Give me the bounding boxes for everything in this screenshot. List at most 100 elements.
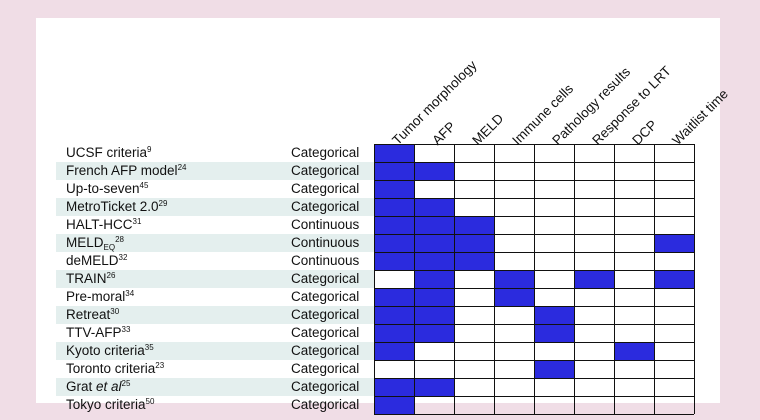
matrix-cell-empty	[534, 162, 574, 180]
row-name-italic: et al	[96, 379, 122, 394]
row-reference: 30	[110, 307, 120, 316]
grid-line-vertical	[373, 144, 375, 414]
row-name: Grat et al25	[66, 378, 130, 396]
matrix-cell-empty	[454, 342, 494, 360]
matrix-cell-filled	[374, 234, 414, 252]
row-reference: 24	[177, 163, 187, 172]
row-name: MetroTicket 2.029	[66, 198, 167, 216]
matrix-cell-empty	[534, 216, 574, 234]
matrix-cell-filled	[494, 270, 534, 288]
matrix-cell-filled	[414, 234, 454, 252]
matrix-cell-empty	[574, 162, 614, 180]
matrix-cell-empty	[454, 180, 494, 198]
row-band-shade	[56, 306, 374, 324]
matrix-cell-empty	[494, 360, 534, 378]
row-name: HALT-HCC31	[66, 216, 141, 234]
grid-line-vertical	[413, 144, 415, 414]
matrix-cell-filled	[414, 162, 454, 180]
matrix-cell-empty	[494, 162, 534, 180]
matrix-cell-empty	[534, 270, 574, 288]
matrix-cell-empty	[614, 306, 654, 324]
figure-panel: UCSF criteria9 Categorical French AFP mode…	[36, 18, 731, 415]
row-name-text: Tokyo criteria	[66, 397, 146, 412]
row-type: Categorical	[291, 307, 360, 322]
matrix-cell-empty	[614, 270, 654, 288]
matrix-cell-filled	[494, 288, 534, 306]
matrix-cell-empty	[614, 198, 654, 216]
row-type: Categorical	[291, 163, 360, 178]
matrix-cell-empty	[494, 180, 534, 198]
row-name-text: UCSF criteria	[66, 145, 148, 160]
matrix-cell-empty	[534, 144, 574, 162]
row-type: Categorical	[291, 271, 360, 286]
matrix-cell-filled	[414, 252, 454, 270]
matrix-cell-empty	[574, 342, 614, 360]
matrix-cell-empty	[614, 396, 654, 414]
matrix-cell-filled	[534, 360, 574, 378]
matrix-cell-empty	[414, 396, 454, 414]
matrix-cell-filled	[454, 216, 494, 234]
matrix-cell-empty	[574, 288, 614, 306]
matrix-cell-empty	[574, 360, 614, 378]
matrix-cell-empty	[614, 378, 654, 396]
row-name: deMELD32	[66, 252, 127, 270]
matrix-cell-filled	[374, 378, 414, 396]
matrix-cell-empty	[654, 252, 694, 270]
row-name-subscript: EQ	[103, 243, 116, 252]
row-type: Categorical	[291, 325, 360, 340]
row-type: Categorical	[291, 181, 360, 196]
matrix-cell-empty	[374, 360, 414, 378]
row-name-text: TRAIN	[66, 271, 107, 286]
matrix-cell-filled	[374, 144, 414, 162]
matrix-cell-filled	[454, 234, 494, 252]
matrix-cell-empty	[494, 378, 534, 396]
column-header: Waitlist time	[669, 86, 731, 148]
matrix-cell-filled	[374, 342, 414, 360]
matrix-cell-filled	[374, 288, 414, 306]
row-name-text: HALT-HCC	[66, 217, 133, 232]
row-band-shade	[56, 378, 374, 396]
matrix-cell-filled	[414, 270, 454, 288]
row-type: Categorical	[291, 361, 360, 376]
row-reference: 26	[106, 271, 116, 280]
row-type: Categorical	[291, 289, 360, 304]
matrix-cell-filled	[654, 270, 694, 288]
row-name: UCSF criteria9	[66, 144, 151, 162]
matrix-cell-filled	[414, 306, 454, 324]
row-name: TTV-AFP33	[66, 324, 130, 342]
row-reference: 29	[158, 199, 168, 208]
matrix-cell-empty	[654, 306, 694, 324]
row-name: French AFP model24	[66, 162, 186, 180]
row-band-shade	[56, 198, 374, 216]
matrix-cell-empty	[654, 180, 694, 198]
matrix-cell-empty	[614, 252, 654, 270]
matrix-cell-empty	[414, 360, 454, 378]
matrix-cell-empty	[614, 216, 654, 234]
row-reference: 25	[121, 379, 131, 388]
matrix-cell-empty	[454, 396, 494, 414]
matrix-cell-empty	[534, 378, 574, 396]
matrix-cell-empty	[414, 144, 454, 162]
matrix-cell-filled	[414, 198, 454, 216]
row-reference: 34	[125, 289, 135, 298]
row-name-text: Grat	[66, 379, 97, 394]
row-name: Pre-moral34	[66, 288, 134, 306]
matrix-cell-filled	[374, 324, 414, 342]
matrix-cell-empty	[454, 270, 494, 288]
row-type: Categorical	[291, 343, 360, 358]
row-type: Categorical	[291, 145, 360, 160]
grid-line-vertical	[493, 144, 495, 414]
grid-line-vertical	[453, 144, 455, 414]
row-reference: 35	[144, 343, 154, 352]
grid-line-vertical	[693, 144, 695, 414]
matrix-cell-empty	[534, 198, 574, 216]
row-name: Kyoto criteria35	[66, 342, 154, 360]
matrix-cell-empty	[494, 252, 534, 270]
row-name-text: TTV-AFP	[66, 325, 122, 340]
matrix-cell-empty	[574, 378, 614, 396]
row-type: Categorical	[291, 379, 360, 394]
row-type: Categorical	[291, 199, 360, 214]
matrix-cell-empty	[454, 306, 494, 324]
row-name: MELDEQ28	[66, 234, 124, 252]
matrix-cell-empty	[654, 342, 694, 360]
